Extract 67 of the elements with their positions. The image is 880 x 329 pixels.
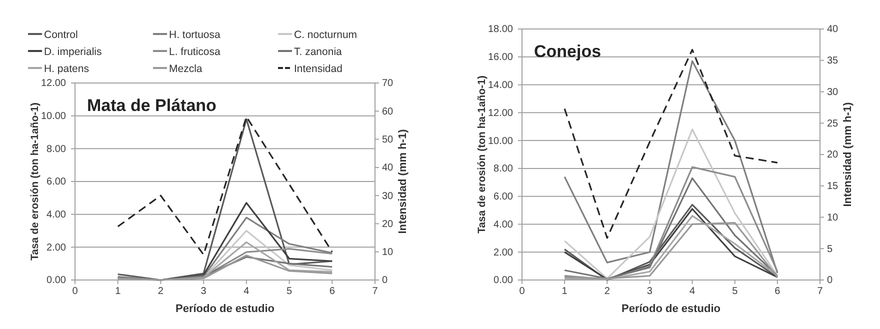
y-tick-label: 12.00 [40, 78, 66, 90]
text: Conejos [534, 42, 602, 61]
legend-label: Control [44, 29, 78, 41]
y-tick-label: 2.00 [494, 247, 514, 258]
y2-axis-title: Intensidad (mm h-1) [397, 128, 409, 234]
y-tick-label: 2.00 [46, 242, 66, 254]
y2-tick-label: 30 [827, 86, 839, 98]
x-tick-label: 1 [562, 286, 568, 298]
y2-tick-label: 0 [382, 275, 388, 286]
legend-label: H. tortuosa [169, 29, 221, 41]
y-tick-label: 10.00 [488, 136, 514, 147]
y-tick-label: 4.00 [46, 210, 66, 221]
x-tick-label: 2 [158, 286, 164, 298]
y2-tick-label: 60 [382, 106, 394, 118]
y2-axis-title: Intensidad (mm h-1) [842, 102, 854, 207]
y2-tick-label: 40 [827, 24, 839, 36]
legend-label: Mezcla [169, 63, 202, 75]
y2-tick-label: 5 [827, 244, 833, 255]
x-tick-label: 4 [244, 286, 250, 298]
y-tick-label: 0.00 [494, 275, 514, 286]
legend-label: T. zanonia [294, 46, 342, 58]
y-tick-label: 4.00 [494, 219, 514, 230]
y2-tick-label: 50 [382, 134, 394, 146]
x-tick-label: 2 [604, 286, 610, 298]
x-tick-label: 4 [690, 286, 696, 298]
x-tick-label: 5 [732, 286, 738, 298]
x-tick-label: 0 [72, 286, 78, 298]
text: Mata de Plátano [87, 96, 216, 115]
y2-tick-label: 10 [382, 247, 394, 258]
legend-label: L. fruticosa [169, 46, 221, 58]
legend-label: D. imperialis [44, 46, 102, 58]
x-tick-label: 0 [519, 286, 526, 298]
y2-tick-label: 70 [382, 78, 394, 90]
x-tick-label: 3 [646, 286, 653, 298]
legend-label: Intensidad [294, 63, 343, 75]
y2-tick-label: 25 [827, 118, 839, 130]
y2-tick-label: 40 [382, 162, 394, 174]
y-axis-title: Tasa de erosión (ton ha-1año-1) [29, 102, 41, 260]
x-tick-label: 3 [200, 286, 207, 298]
y2-tick-label: 20 [382, 218, 394, 230]
x-tick-label: 1 [115, 286, 122, 298]
y-tick-label: 6.00 [494, 192, 514, 203]
y-tick-label: 8.00 [494, 164, 514, 175]
x-tick-label: 7 [817, 286, 824, 298]
x-tick-label: 6 [329, 286, 336, 298]
y2-tick-label: 0 [827, 275, 833, 286]
legend-label: H. patens [44, 63, 89, 75]
y-tick-label: 12.00 [488, 108, 514, 119]
y2-tick-label: 15 [827, 181, 839, 192]
y-axis-title: Tasa de erosión (ton ha-1año-1) [476, 76, 488, 234]
x-tick-label: 5 [286, 286, 293, 298]
x-tick-label: 6 [774, 286, 781, 298]
legend-label: C. nocturnum [294, 29, 358, 41]
x-axis-title: Período de estudio [175, 303, 275, 315]
y-tick-label: 8.00 [46, 144, 66, 155]
y-tick-label: 14.00 [488, 80, 514, 91]
y-tick-label: 16.00 [488, 52, 514, 64]
y-tick-label: 18.00 [488, 24, 514, 36]
y-tick-label: 0.00 [46, 275, 66, 286]
y2-tick-label: 10 [827, 212, 839, 224]
y2-tick-label: 35 [827, 56, 839, 67]
x-axis-title: Período de estudio [621, 303, 721, 315]
y2-tick-label: 30 [382, 190, 394, 202]
y-tick-label: 6.00 [46, 176, 66, 188]
x-tick-label: 7 [372, 286, 378, 298]
y-tick-label: 10.00 [40, 111, 66, 122]
y2-tick-label: 20 [827, 150, 839, 161]
